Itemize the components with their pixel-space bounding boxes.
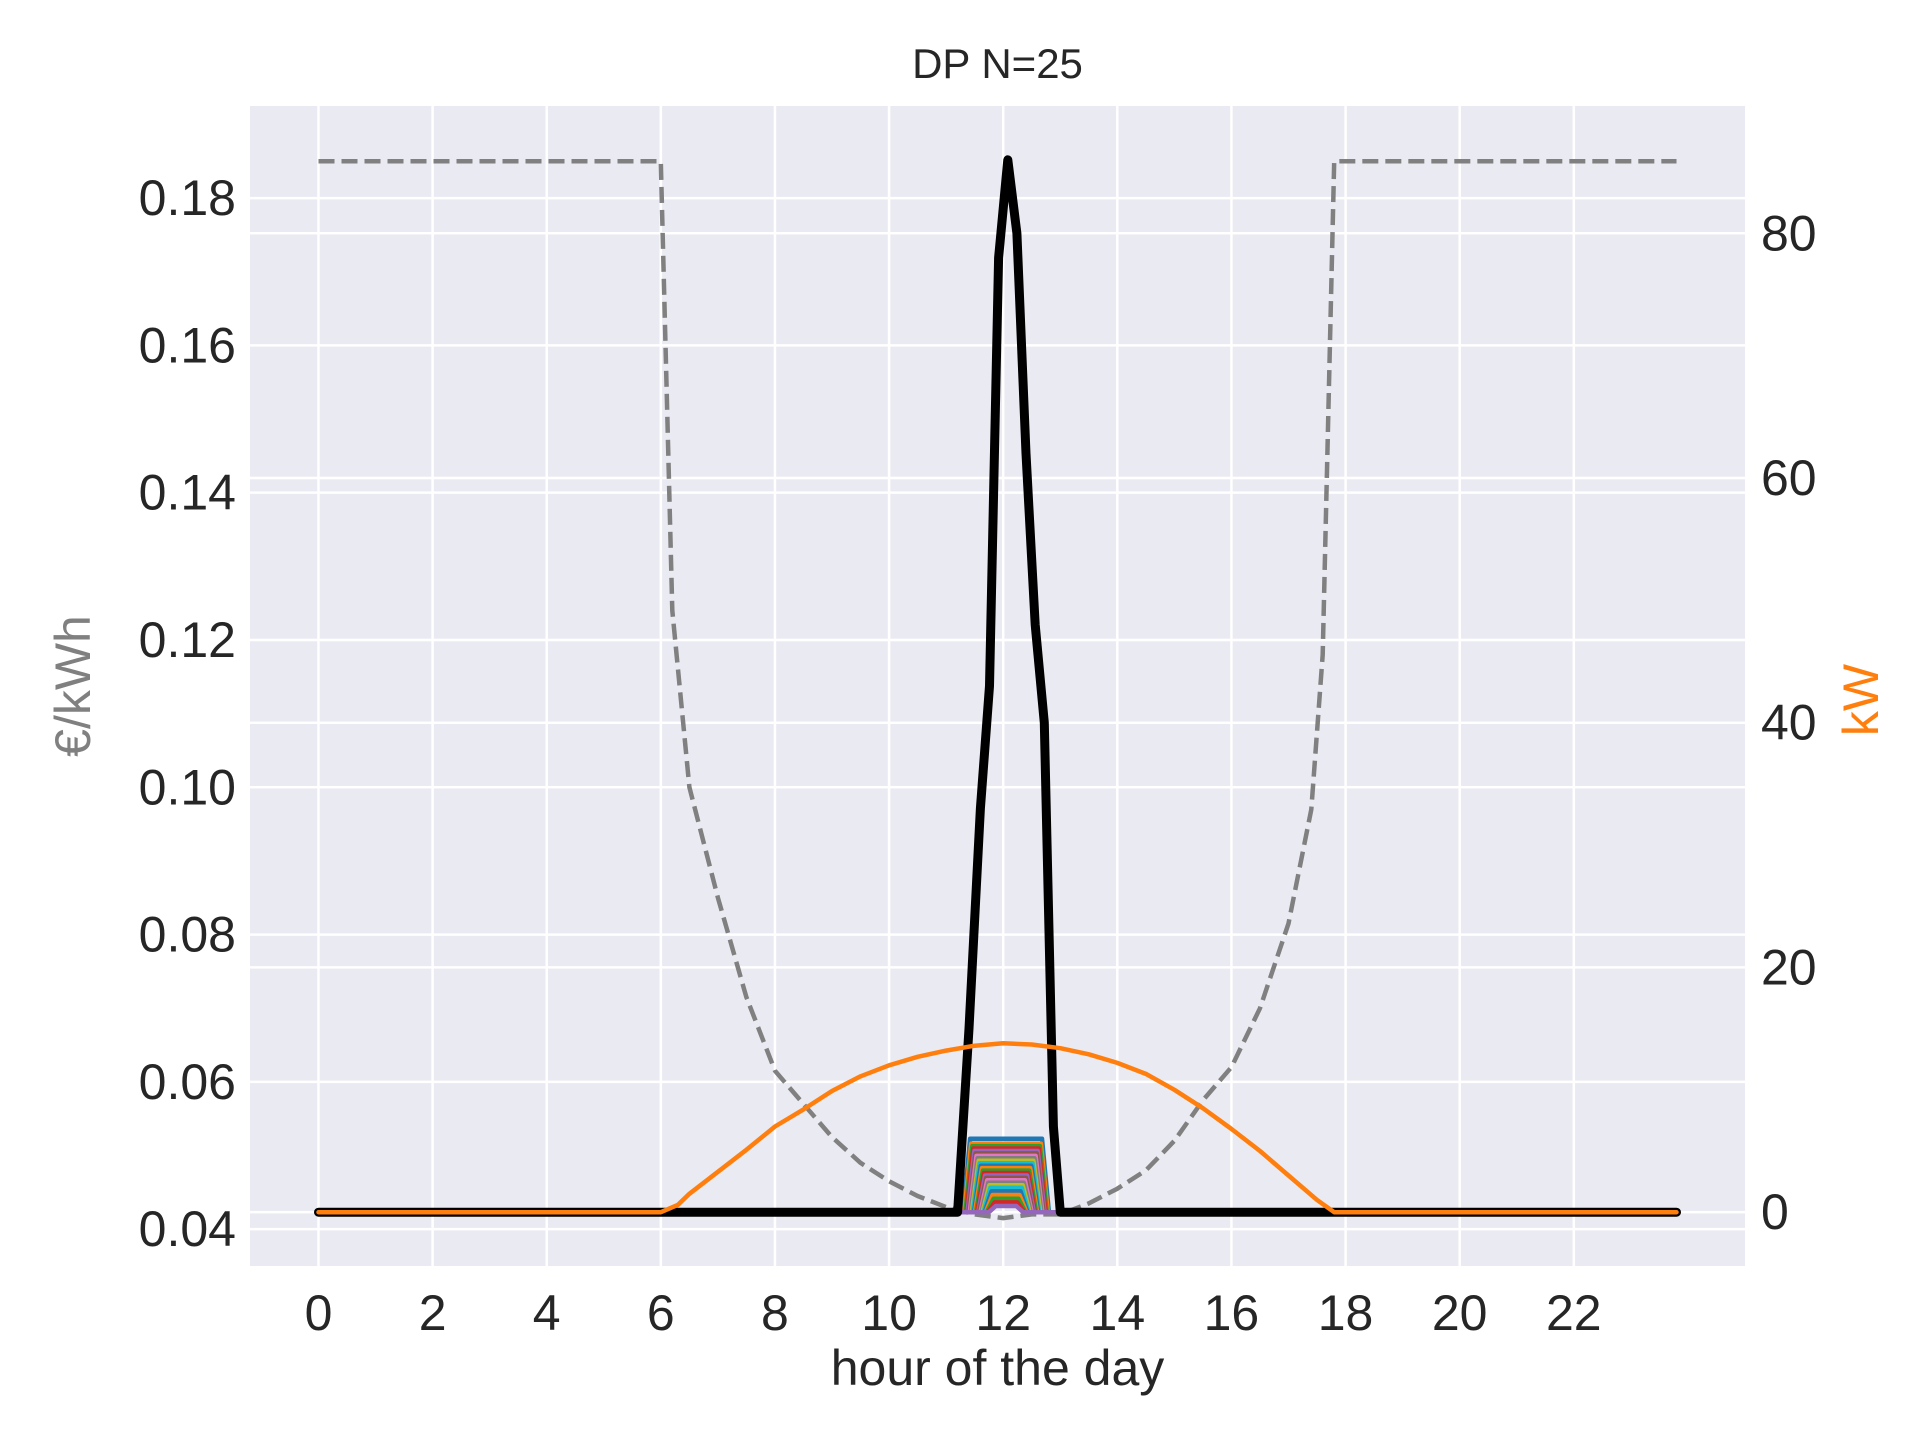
y-tick-label-left: 0.14 [139,465,236,521]
y-tick-label-right: 60 [1761,450,1817,506]
x-tick-label: 18 [1318,1285,1374,1341]
x-tick-label: 0 [305,1285,333,1341]
x-tick-label: 6 [647,1285,675,1341]
x-tick-label: 4 [533,1285,561,1341]
y-tick-label-left: 0.16 [139,317,236,373]
y-tick-label-left: 0.06 [139,1054,236,1110]
y-tick-label-left: 0.12 [139,612,236,668]
chart-title: DP N=25 [912,40,1083,87]
y-tick-label-left: 0.04 [139,1201,236,1257]
x-tick-label: 14 [1090,1285,1146,1341]
y-axis-label-left: €/kWh [45,615,101,757]
y-tick-label-left: 0.18 [139,170,236,226]
aggregate-load-line [314,155,1681,1217]
y-axis-label-right: kW [1833,663,1889,736]
y-tick-label-right: 40 [1761,695,1817,751]
x-tick-label: 16 [1204,1285,1260,1341]
x-axis-label: hour of the day [831,1340,1165,1396]
series-layer [314,155,1681,1221]
x-tick-label: 10 [861,1285,917,1341]
pv-generation-line [316,1041,1679,1215]
x-tick-label: 8 [761,1285,789,1341]
x-tick-label: 2 [419,1285,447,1341]
x-tick-label: 22 [1546,1285,1602,1341]
x-tick-label: 20 [1432,1285,1488,1341]
y-tick-label-right: 80 [1761,205,1817,261]
y-tick-label-left: 0.10 [139,759,236,815]
y-tick-label-right: 0 [1761,1184,1789,1240]
x-tick-label: 12 [975,1285,1031,1341]
y-tick-label-right: 20 [1761,939,1817,995]
y-tick-label-left: 0.08 [139,907,236,963]
price-series-line [318,158,1677,1221]
tick-labels: 0 2 4 6 8 10 12 14 16 18 20 22 0.04 0.06 0.08 0.10 0.12 0… [139,170,1817,1341]
